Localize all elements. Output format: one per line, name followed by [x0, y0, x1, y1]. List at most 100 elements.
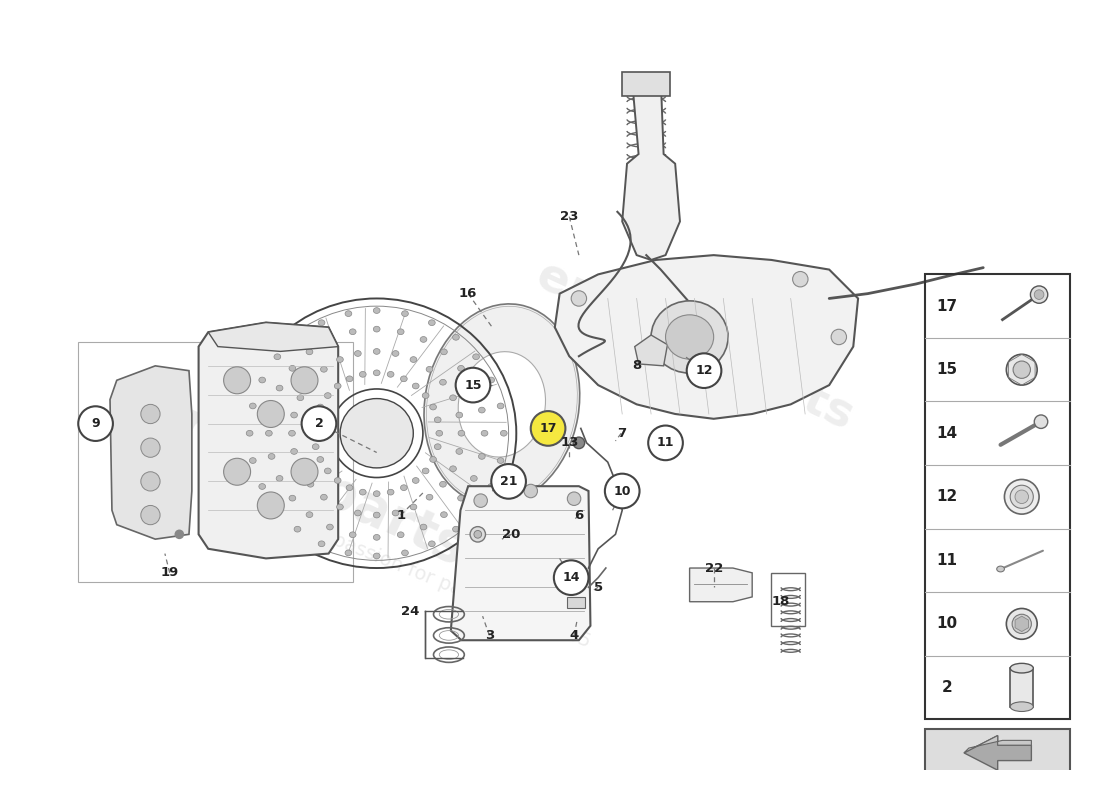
Circle shape — [648, 426, 683, 460]
Circle shape — [88, 414, 98, 424]
Ellipse shape — [337, 504, 343, 510]
Circle shape — [292, 458, 318, 486]
Ellipse shape — [258, 483, 265, 490]
Bar — [623, 72, 670, 96]
Ellipse shape — [320, 366, 327, 372]
Circle shape — [141, 438, 161, 458]
Ellipse shape — [481, 430, 488, 436]
Ellipse shape — [426, 366, 433, 372]
Circle shape — [141, 472, 161, 491]
Ellipse shape — [400, 485, 407, 490]
Ellipse shape — [268, 407, 275, 413]
Ellipse shape — [354, 510, 361, 516]
Ellipse shape — [337, 357, 343, 362]
Ellipse shape — [440, 379, 447, 385]
Text: 12: 12 — [936, 490, 957, 504]
Ellipse shape — [452, 334, 460, 340]
Bar — [78, 342, 353, 582]
Text: 615 01: 615 01 — [964, 787, 1032, 800]
Ellipse shape — [410, 357, 417, 362]
Ellipse shape — [373, 370, 381, 376]
Ellipse shape — [412, 383, 419, 389]
Ellipse shape — [478, 454, 485, 459]
Text: 14: 14 — [562, 571, 580, 584]
Circle shape — [292, 367, 318, 394]
Bar — [568, 597, 585, 609]
Ellipse shape — [412, 478, 419, 483]
Polygon shape — [635, 335, 668, 366]
Circle shape — [301, 406, 337, 441]
Polygon shape — [1015, 616, 1028, 631]
Polygon shape — [451, 486, 591, 640]
Polygon shape — [199, 322, 338, 558]
Ellipse shape — [387, 371, 394, 378]
Text: a passion for parts since 1985: a passion for parts since 1985 — [314, 523, 594, 651]
Ellipse shape — [373, 326, 381, 332]
Ellipse shape — [290, 449, 297, 454]
Text: 24: 24 — [402, 605, 419, 618]
Bar — [925, 729, 1070, 777]
Text: 3: 3 — [485, 629, 494, 642]
Circle shape — [1034, 415, 1047, 429]
Ellipse shape — [312, 444, 319, 450]
Ellipse shape — [497, 403, 504, 409]
Ellipse shape — [455, 412, 463, 418]
Ellipse shape — [265, 430, 272, 436]
Text: 4: 4 — [570, 629, 579, 642]
Ellipse shape — [350, 329, 356, 334]
Circle shape — [1004, 479, 1040, 514]
Text: 11: 11 — [936, 553, 957, 568]
Ellipse shape — [429, 541, 436, 546]
Ellipse shape — [373, 490, 381, 497]
Text: eurocarparts: eurocarparts — [106, 367, 475, 577]
Ellipse shape — [997, 566, 1004, 572]
Polygon shape — [110, 366, 191, 539]
Ellipse shape — [297, 466, 304, 472]
Text: 10: 10 — [614, 485, 631, 498]
Circle shape — [1013, 361, 1031, 378]
Circle shape — [524, 484, 538, 498]
Ellipse shape — [422, 393, 429, 398]
Ellipse shape — [410, 504, 417, 510]
Ellipse shape — [346, 485, 353, 490]
Circle shape — [141, 404, 161, 424]
Ellipse shape — [324, 468, 331, 474]
Polygon shape — [623, 77, 680, 260]
Circle shape — [1012, 614, 1032, 634]
Ellipse shape — [334, 478, 341, 483]
Circle shape — [257, 401, 284, 427]
Polygon shape — [690, 568, 752, 602]
Ellipse shape — [402, 550, 408, 556]
Circle shape — [257, 492, 284, 519]
Ellipse shape — [327, 337, 333, 342]
Circle shape — [1006, 609, 1037, 639]
Ellipse shape — [373, 349, 381, 354]
Circle shape — [492, 464, 526, 498]
Ellipse shape — [318, 541, 324, 546]
Ellipse shape — [430, 457, 437, 462]
Circle shape — [474, 530, 482, 538]
Ellipse shape — [345, 550, 352, 556]
Circle shape — [141, 506, 161, 525]
Circle shape — [470, 526, 485, 542]
Circle shape — [573, 437, 585, 449]
Circle shape — [474, 494, 487, 507]
Ellipse shape — [400, 376, 407, 382]
Text: 2: 2 — [942, 680, 952, 695]
Ellipse shape — [487, 377, 495, 383]
Ellipse shape — [434, 417, 441, 422]
Ellipse shape — [373, 512, 381, 518]
Ellipse shape — [434, 444, 441, 450]
Ellipse shape — [441, 349, 448, 354]
Ellipse shape — [441, 512, 448, 518]
Ellipse shape — [327, 524, 333, 530]
Text: 10: 10 — [936, 616, 957, 631]
Ellipse shape — [426, 494, 433, 500]
Ellipse shape — [458, 366, 464, 371]
Ellipse shape — [420, 524, 427, 530]
Ellipse shape — [307, 482, 314, 487]
Ellipse shape — [290, 412, 297, 418]
Ellipse shape — [317, 457, 323, 462]
Ellipse shape — [350, 532, 356, 538]
Ellipse shape — [318, 320, 324, 326]
